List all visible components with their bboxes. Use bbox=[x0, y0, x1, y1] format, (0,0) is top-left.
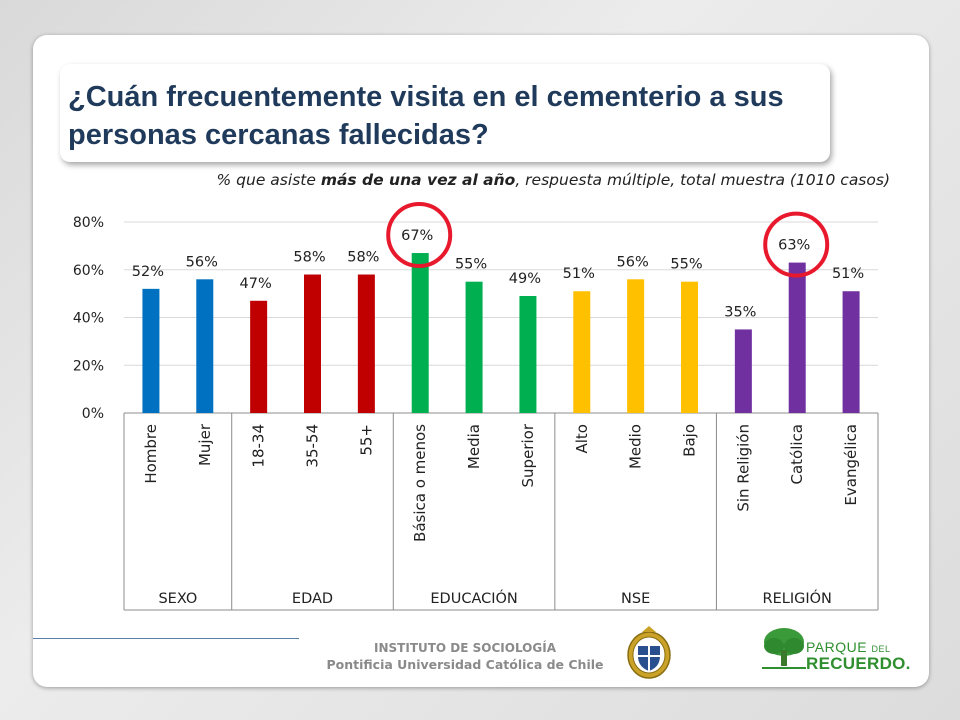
data-label: 35% bbox=[724, 304, 756, 320]
category-label: Alto bbox=[573, 424, 591, 454]
y-tick-label: 80% bbox=[73, 215, 104, 231]
data-label: 51% bbox=[563, 266, 595, 282]
subtitle-emphasis: más de una vez al año bbox=[320, 171, 516, 189]
highlight-circle bbox=[386, 202, 453, 269]
bar bbox=[196, 279, 214, 413]
bar bbox=[842, 291, 860, 413]
data-label: 52% bbox=[132, 264, 164, 280]
y-tick-label: 60% bbox=[73, 263, 104, 279]
group-label: EDUCACIÓN bbox=[430, 589, 517, 607]
logo-word-parque: PARQUE DEL bbox=[806, 639, 891, 655]
data-label: 55% bbox=[670, 257, 702, 273]
subtitle-prefix: % que asiste bbox=[216, 171, 321, 189]
y-tick-label: 40% bbox=[73, 311, 104, 327]
group-label: RELIGIÓN bbox=[763, 589, 832, 607]
bar bbox=[681, 281, 698, 413]
category-label: Sin Religión bbox=[734, 424, 752, 512]
title-box bbox=[60, 64, 830, 162]
bar bbox=[734, 329, 752, 413]
category-label: Católica bbox=[788, 424, 806, 485]
data-label: 56% bbox=[617, 254, 649, 270]
category-label: Básica o menos bbox=[411, 424, 429, 542]
data-label: 67% bbox=[401, 228, 433, 244]
bar bbox=[250, 300, 268, 413]
institute-name: INSTITUTO DE SOCIOLOGÍA bbox=[374, 641, 556, 655]
category-label: 18-34 bbox=[250, 424, 268, 468]
bar bbox=[519, 296, 537, 413]
data-label: 49% bbox=[509, 271, 541, 287]
footer-divider bbox=[33, 638, 299, 639]
university-seal-icon bbox=[627, 626, 671, 679]
group-label: EDAD bbox=[292, 591, 333, 607]
data-label: 55% bbox=[455, 257, 487, 273]
bar bbox=[465, 281, 483, 413]
category-label: Mujer bbox=[196, 423, 214, 466]
data-label: 63% bbox=[778, 238, 810, 254]
university-name: Pontificia Universidad Católica de Chile bbox=[326, 657, 604, 672]
slide-title: ¿Cuán frecuentemente visita en el cement… bbox=[68, 81, 784, 151]
category-label: Evangélica bbox=[842, 424, 860, 506]
category-label: Media bbox=[465, 424, 483, 469]
data-label: 51% bbox=[832, 266, 864, 282]
highlight-circle bbox=[763, 211, 830, 278]
subtitle-suffix: , respuesta múltiple, total muestra (101… bbox=[515, 171, 890, 189]
y-tick-label: 20% bbox=[73, 358, 104, 374]
bar bbox=[357, 274, 375, 413]
y-tick-label: 0% bbox=[82, 406, 104, 422]
bar bbox=[142, 288, 160, 413]
group-label: NSE bbox=[621, 591, 650, 607]
bar bbox=[411, 253, 429, 413]
footer-institution: INSTITUTO DE SOCIOLOGÍA Pontificia Unive… bbox=[300, 640, 630, 674]
logo-word-recuerdo: RECUERDO. bbox=[806, 654, 911, 673]
bar bbox=[788, 262, 806, 413]
tree-logo-icon bbox=[762, 628, 806, 669]
bar bbox=[304, 274, 321, 413]
data-label: 58% bbox=[293, 250, 325, 266]
data-label: 47% bbox=[240, 276, 272, 292]
bar bbox=[573, 291, 591, 413]
category-label: Medio bbox=[627, 424, 645, 469]
category-label: Bajo bbox=[681, 424, 699, 457]
category-label: Superior bbox=[519, 423, 537, 487]
data-label: 56% bbox=[186, 254, 218, 270]
chart-subtitle: % que asiste más de una vez al año, resp… bbox=[120, 170, 890, 190]
category-label: Hombre bbox=[142, 424, 160, 484]
data-label: 58% bbox=[347, 250, 379, 266]
group-label: SEXO bbox=[158, 591, 197, 607]
bar bbox=[627, 279, 645, 413]
category-label: 55+ bbox=[357, 424, 375, 456]
category-label: 35-54 bbox=[304, 424, 322, 468]
